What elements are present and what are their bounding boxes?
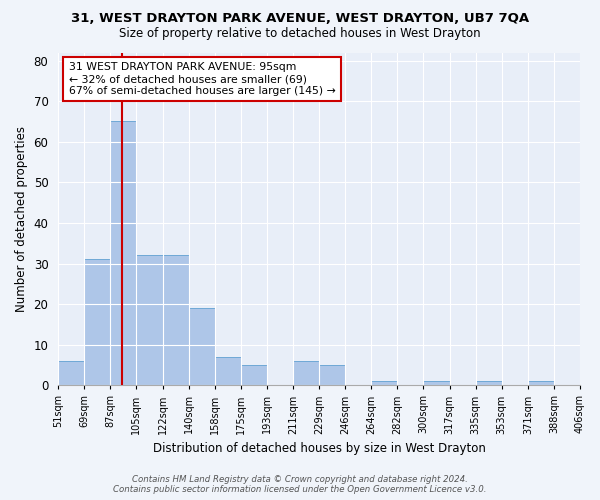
X-axis label: Distribution of detached houses by size in West Drayton: Distribution of detached houses by size … [152, 442, 485, 455]
Y-axis label: Number of detached properties: Number of detached properties [15, 126, 28, 312]
Bar [136, 256, 163, 386]
Bar [241, 365, 267, 386]
Bar [84, 260, 110, 386]
Bar [371, 381, 397, 386]
Bar [58, 361, 84, 386]
Text: Contains HM Land Registry data © Crown copyright and database right 2024.
Contai: Contains HM Land Registry data © Crown c… [113, 474, 487, 494]
Bar [319, 365, 345, 386]
Bar [215, 357, 241, 386]
Bar [188, 308, 215, 386]
Text: Size of property relative to detached houses in West Drayton: Size of property relative to detached ho… [119, 28, 481, 40]
Bar [528, 381, 554, 386]
Bar [424, 381, 449, 386]
Bar [476, 381, 502, 386]
Bar [163, 256, 188, 386]
Bar [293, 361, 319, 386]
Bar [110, 122, 136, 386]
Text: 31, WEST DRAYTON PARK AVENUE, WEST DRAYTON, UB7 7QA: 31, WEST DRAYTON PARK AVENUE, WEST DRAYT… [71, 12, 529, 26]
Text: 31 WEST DRAYTON PARK AVENUE: 95sqm
← 32% of detached houses are smaller (69)
67%: 31 WEST DRAYTON PARK AVENUE: 95sqm ← 32%… [68, 62, 335, 96]
